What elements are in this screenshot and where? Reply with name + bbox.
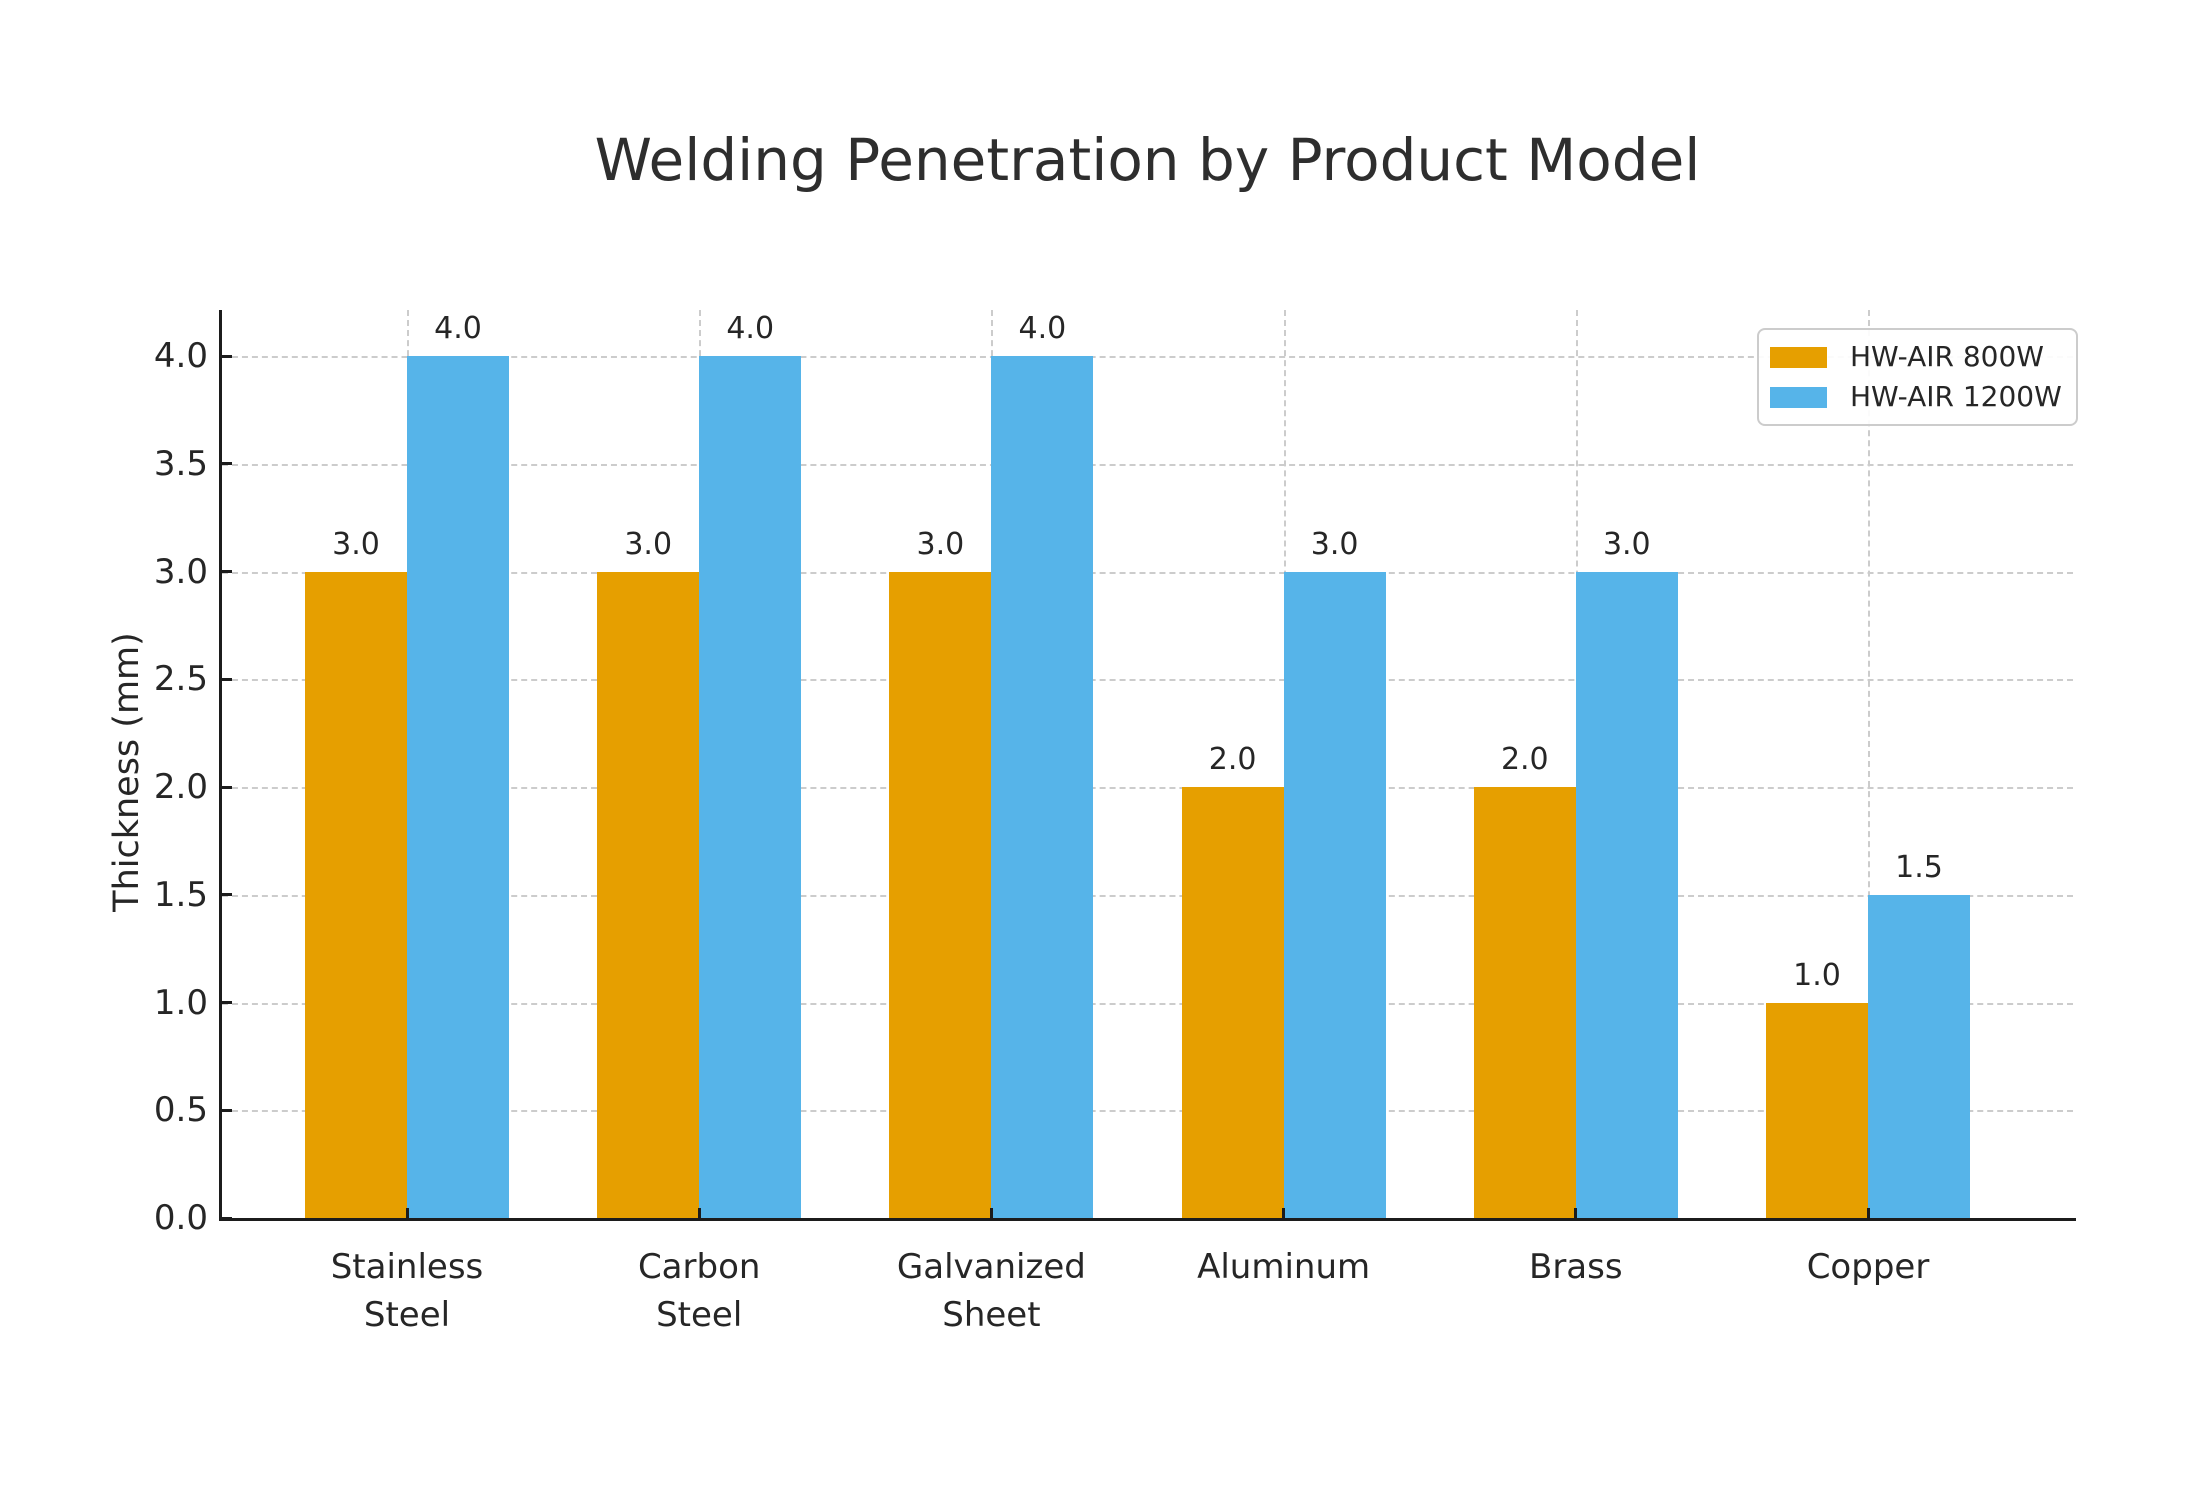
y-axis-label: Thickness (mm) bbox=[107, 632, 147, 912]
legend-item-hw-air-800w: HW-AIR 800W bbox=[1770, 340, 2062, 373]
x-tick-label-galvanized-sheet: Galvanized Sheet bbox=[896, 1247, 1086, 1335]
legend-swatch-hw-air-1200w bbox=[1770, 386, 1827, 408]
bar-hw-air-1200w-carbon-steel bbox=[699, 356, 802, 1218]
y-tick-mark-1.0 bbox=[222, 1001, 232, 1004]
bar-value-label-hw-air-1200w-galvanized-sheet: 4.0 bbox=[1018, 311, 1067, 346]
legend: HW-AIR 800W HW-AIR 1200W bbox=[1757, 328, 2078, 427]
bar-value-label-hw-air-1200w-stainless-steel: 4.0 bbox=[434, 311, 482, 346]
x-axis-spine bbox=[219, 1218, 2076, 1221]
x-tick-label-copper: Copper bbox=[1806, 1247, 1930, 1287]
y-gridline-4.0 bbox=[222, 356, 2073, 358]
bar-value-label-hw-air-800w-carbon-steel: 3.0 bbox=[624, 526, 673, 562]
x-tick-mark-carbon-steel bbox=[697, 1208, 701, 1218]
bar-hw-air-800w-carbon-steel bbox=[597, 571, 700, 1218]
y-gridline-2.5 bbox=[222, 679, 2073, 682]
bar-value-label-hw-air-800w-aluminum: 2.0 bbox=[1208, 742, 1257, 777]
bar-hw-air-800w-aluminum bbox=[1181, 787, 1284, 1218]
x-tick-label-aluminum: Aluminum bbox=[1197, 1247, 1371, 1287]
y-tick-label-0.5: 0.5 bbox=[153, 1090, 208, 1131]
y-tick-mark-2.5 bbox=[222, 677, 232, 681]
bar-hw-air-800w-brass bbox=[1473, 787, 1576, 1218]
y-gridline-3.0 bbox=[222, 571, 2073, 574]
y-tick-mark-2.0 bbox=[222, 785, 232, 789]
y-tick-mark-4.0 bbox=[222, 354, 232, 358]
x-tick-label-carbon-steel: Carbon Steel bbox=[637, 1247, 761, 1335]
y-tick-label-4.0: 4.0 bbox=[153, 336, 208, 376]
y-axis-spine bbox=[219, 310, 222, 1221]
y-tick-label-1.5: 1.5 bbox=[153, 874, 208, 915]
bar-value-label-hw-air-800w-brass: 2.0 bbox=[1500, 742, 1549, 777]
bar-value-label-hw-air-1200w-carbon-steel: 4.0 bbox=[726, 311, 775, 346]
y-gridline-1.0 bbox=[222, 1002, 2073, 1005]
x-tick-label-stainless-steel: Stainless Steel bbox=[330, 1247, 484, 1335]
bar-value-label-hw-air-800w-galvanized-sheet: 3.0 bbox=[916, 526, 965, 562]
y-tick-label-2.0: 2.0 bbox=[153, 767, 208, 807]
y-tick-mark-3.0 bbox=[222, 570, 232, 573]
y-tick-mark-0.5 bbox=[222, 1108, 232, 1112]
y-gridline-2.0 bbox=[222, 787, 2073, 789]
y-gridline-1.5 bbox=[222, 894, 2073, 897]
y-gridline-0.5 bbox=[222, 1110, 2073, 1113]
y-gridline-3.5 bbox=[222, 463, 2073, 466]
bar-value-label-hw-air-800w-copper: 1.0 bbox=[1793, 957, 1841, 993]
legend-label-hw-air-800w: HW-AIR 800W bbox=[1850, 340, 2044, 373]
y-tick-label-3.5: 3.5 bbox=[153, 443, 208, 484]
bar-value-label-hw-air-1200w-aluminum: 3.0 bbox=[1310, 526, 1359, 562]
y-tick-label-3.0: 3.0 bbox=[153, 551, 208, 592]
y-tick-label-0.0: 0.0 bbox=[153, 1198, 208, 1238]
x-tick-mark-galvanized-sheet bbox=[989, 1208, 993, 1218]
bar-value-label-hw-air-1200w-copper: 1.5 bbox=[1895, 849, 1943, 885]
legend-label-hw-air-1200w: HW-AIR 1200W bbox=[1850, 380, 2062, 414]
legend-swatch-hw-air-800w bbox=[1770, 346, 1827, 368]
bar-hw-air-1200w-brass bbox=[1575, 571, 1678, 1218]
bar-hw-air-800w-galvanized-sheet bbox=[889, 571, 992, 1218]
legend-item-hw-air-1200w: HW-AIR 1200W bbox=[1770, 380, 2062, 414]
y-tick-mark-3.5 bbox=[222, 462, 232, 466]
x-gridline-copper bbox=[1868, 310, 1870, 1218]
bar-hw-air-1200w-galvanized-sheet bbox=[991, 356, 1094, 1218]
x-tick-mark-aluminum bbox=[1282, 1208, 1286, 1218]
y-tick-label-1.0: 1.0 bbox=[153, 982, 208, 1023]
chart-title: Welding Penetration by Product Model bbox=[594, 126, 1701, 194]
y-tick-label-2.5: 2.5 bbox=[153, 659, 208, 700]
x-tick-mark-brass bbox=[1574, 1208, 1578, 1218]
y-tick-mark-0.0 bbox=[222, 1216, 232, 1220]
x-tick-mark-stainless-steel bbox=[405, 1208, 409, 1218]
bar-value-label-hw-air-1200w-brass: 3.0 bbox=[1602, 526, 1651, 562]
plot-area: 3.0 3.0 3.0 2.0 2.0 1.0 4.0 4.0 4.0 3.0 3.0 1.5 0.0 0… bbox=[154, 310, 2073, 1335]
y-tick-mark-1.5 bbox=[222, 893, 232, 897]
x-tick-label-brass: Brass bbox=[1529, 1247, 1623, 1287]
bar-value-label-hw-air-800w-stainless-steel: 3.0 bbox=[332, 526, 380, 562]
bar-hw-air-1200w-copper bbox=[1868, 894, 1970, 1218]
bar-hw-air-1200w-stainless-steel bbox=[407, 356, 509, 1218]
x-tick-mark-copper bbox=[1866, 1208, 1870, 1218]
bar-hw-air-800w-copper bbox=[1766, 1002, 1868, 1218]
bar-hw-air-800w-stainless-steel bbox=[305, 571, 407, 1218]
bar-hw-air-1200w-aluminum bbox=[1283, 571, 1386, 1218]
